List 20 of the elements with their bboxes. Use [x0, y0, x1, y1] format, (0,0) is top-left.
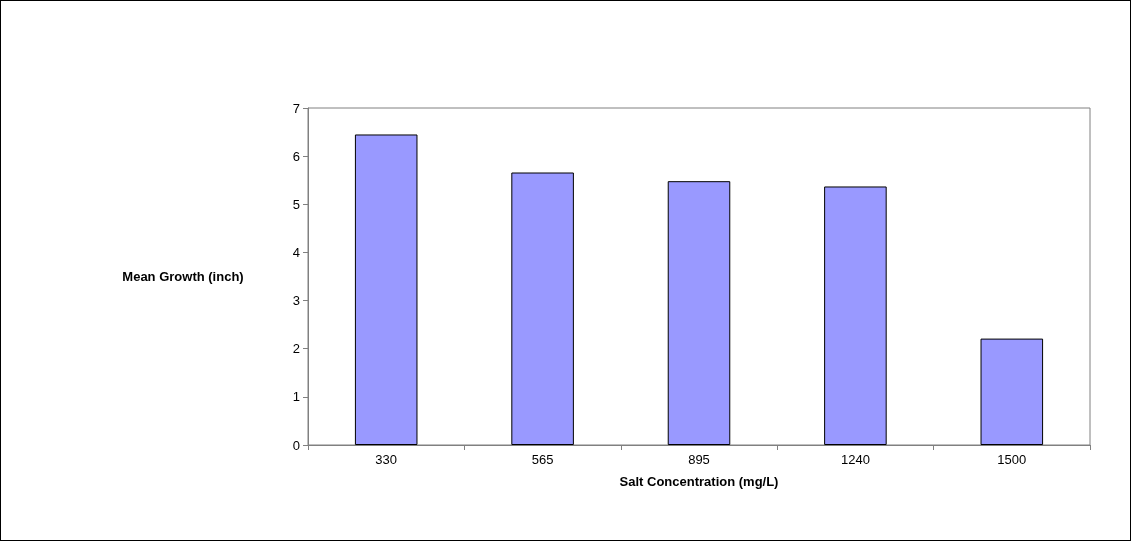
bar: [667, 181, 731, 445]
y-tick-label: 3: [292, 293, 300, 309]
bar: [980, 338, 1044, 445]
y-tick-label: 1: [292, 389, 300, 405]
bar: [354, 134, 418, 445]
y-tick-label: 0: [292, 437, 300, 453]
bar: [824, 186, 887, 445]
x-tick-label: 330: [375, 452, 398, 467]
x-tick-label: 565: [531, 452, 554, 467]
x-tick-label: 1500: [997, 452, 1027, 467]
y-axis-title: Mean Growth (inch): [122, 269, 244, 284]
y-tick-label: 2: [292, 341, 300, 357]
y-tick-label: 7: [292, 100, 300, 116]
x-axis-title: Salt Concentration (mg/L): [619, 474, 779, 489]
y-tick-label: 5: [292, 196, 300, 212]
x-tick-label: 1240: [840, 452, 870, 467]
y-tick-label: 4: [292, 244, 300, 260]
bar: [511, 172, 574, 445]
y-tick-label: 6: [292, 148, 300, 164]
x-tick-label: 895: [688, 452, 710, 467]
